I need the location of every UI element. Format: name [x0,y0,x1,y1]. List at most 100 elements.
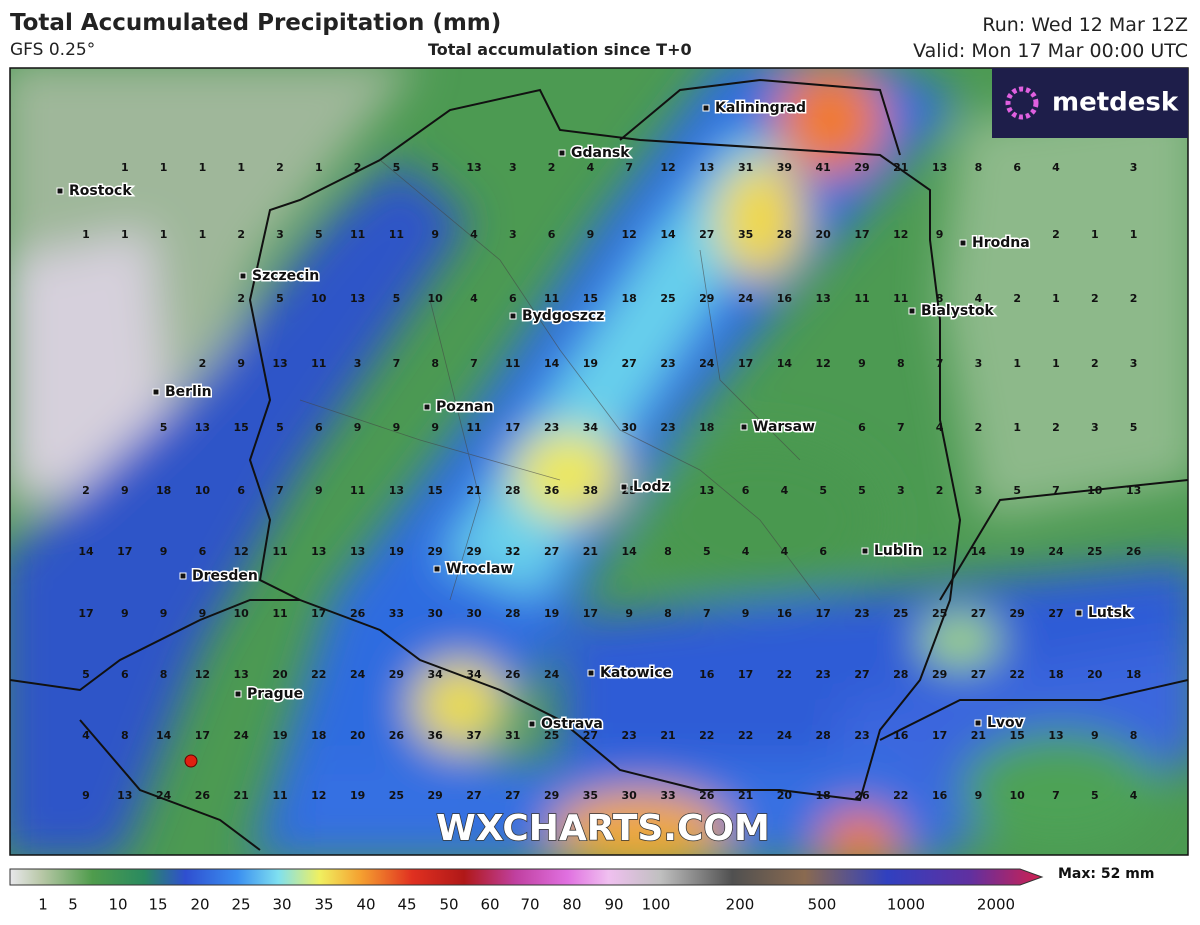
grid-value: 35 [738,228,753,241]
grid-value: 26 [389,729,405,742]
grid-value: 4 [470,292,478,305]
colorbar-label: 35 [314,896,333,914]
city-label: Prague [247,686,303,702]
grid-value: 9 [199,607,207,620]
city-label: Gdansk [571,145,630,161]
grid-value: 12 [311,789,326,802]
colorbar-label: 90 [604,896,623,914]
grid-value: 5 [393,292,401,305]
colorbar-label: 30 [272,896,291,914]
colorbar-label: 200 [726,896,755,914]
grid-value: 20 [1087,668,1103,681]
grid-value: 23 [854,607,869,620]
grid-value: 30 [428,607,444,620]
city-marker [558,149,566,157]
grid-value: 26 [1126,545,1142,558]
grid-value: 21 [893,161,908,174]
grid-value: 12 [660,161,675,174]
grid-value: 4 [470,228,478,241]
logo-box [992,68,1188,138]
city-marker [1075,609,1083,617]
grid-value: 2 [237,292,245,305]
grid-value: 21 [660,729,675,742]
grid-value: 3 [509,161,517,174]
grid-value: 9 [975,789,983,802]
grid-value: 31 [738,161,753,174]
grid-value: 21 [971,729,986,742]
colorbar-label: 25 [231,896,250,914]
city-marker [239,272,247,280]
grid-value: 5 [160,421,168,434]
grid-value: 13 [117,789,132,802]
grid-value: 15 [234,421,249,434]
max-label: Max: 52 mm [1058,866,1154,882]
grid-value: 6 [858,421,866,434]
grid-value: 3 [1130,161,1138,174]
grid-value: 2 [82,484,90,497]
grid-value: 4 [975,292,983,305]
grid-value: 9 [1091,729,1099,742]
model: GFS 0.25° [10,40,96,60]
grid-value: 4 [781,484,789,497]
city-label: Ostrava [541,716,603,732]
grid-value: 18 [699,421,714,434]
grid-value: 6 [199,545,207,558]
grid-value: 2 [237,228,245,241]
city-label: Katowice [600,665,672,681]
city-marker [702,104,710,112]
grid-value: 5 [819,484,827,497]
grid-value: 20 [777,789,793,802]
grid-value: 13 [234,668,249,681]
grid-value: 2 [276,161,284,174]
grid-value: 5 [1091,789,1099,802]
grid-value: 9 [587,228,595,241]
grid-value: 6 [121,668,129,681]
grid-value: 18 [816,789,831,802]
grid-value: 4 [936,421,944,434]
grid-value: 9 [315,484,323,497]
city-marker [423,403,431,411]
city-marker [861,547,869,555]
grid-value: 12 [622,228,637,241]
grid-value: 29 [428,545,443,558]
grid-value: 23 [544,421,559,434]
grid-value: 11 [311,357,326,370]
grid-value: 23 [816,668,831,681]
grid-value: 29 [699,292,714,305]
grid-value: 34 [466,668,482,681]
grid-value: 5 [431,161,439,174]
grid-value: 14 [971,545,987,558]
grid-value: 15 [583,292,598,305]
city-label: Hrodna [972,235,1030,251]
colorbar-label: 15 [148,896,167,914]
grid-value: 36 [544,484,560,497]
grid-value: 8 [121,729,129,742]
grid-value: 13 [195,421,210,434]
grid-value: 14 [156,729,172,742]
grid-value: 8 [897,357,905,370]
grid-value: 41 [816,161,831,174]
grid-value: 2 [1013,292,1021,305]
grid-value: 7 [625,161,633,174]
grid-value: 9 [354,421,362,434]
borders [10,78,1188,851]
grid-value: 12 [234,545,249,558]
grid-value: 9 [431,421,439,434]
grid-value: 29 [1010,607,1025,620]
grid-value: 28 [816,729,831,742]
colorbar-label: 500 [808,896,837,914]
grid-value: 9 [936,228,944,241]
grid-value: 4 [82,729,90,742]
grid-value: 27 [971,607,986,620]
grid-value: 17 [195,729,210,742]
grid-value: 3 [509,228,517,241]
location-marker [184,754,198,768]
grid-value: 14 [78,545,94,558]
colorbar-label: 20 [190,896,209,914]
colorbar-label: 2000 [977,896,1015,914]
grid-value: 1 [1052,357,1060,370]
grid-value: 3 [1130,357,1138,370]
grid-value: 13 [1126,484,1141,497]
city-label: Poznan [436,399,493,415]
grid-value: 28 [505,484,520,497]
